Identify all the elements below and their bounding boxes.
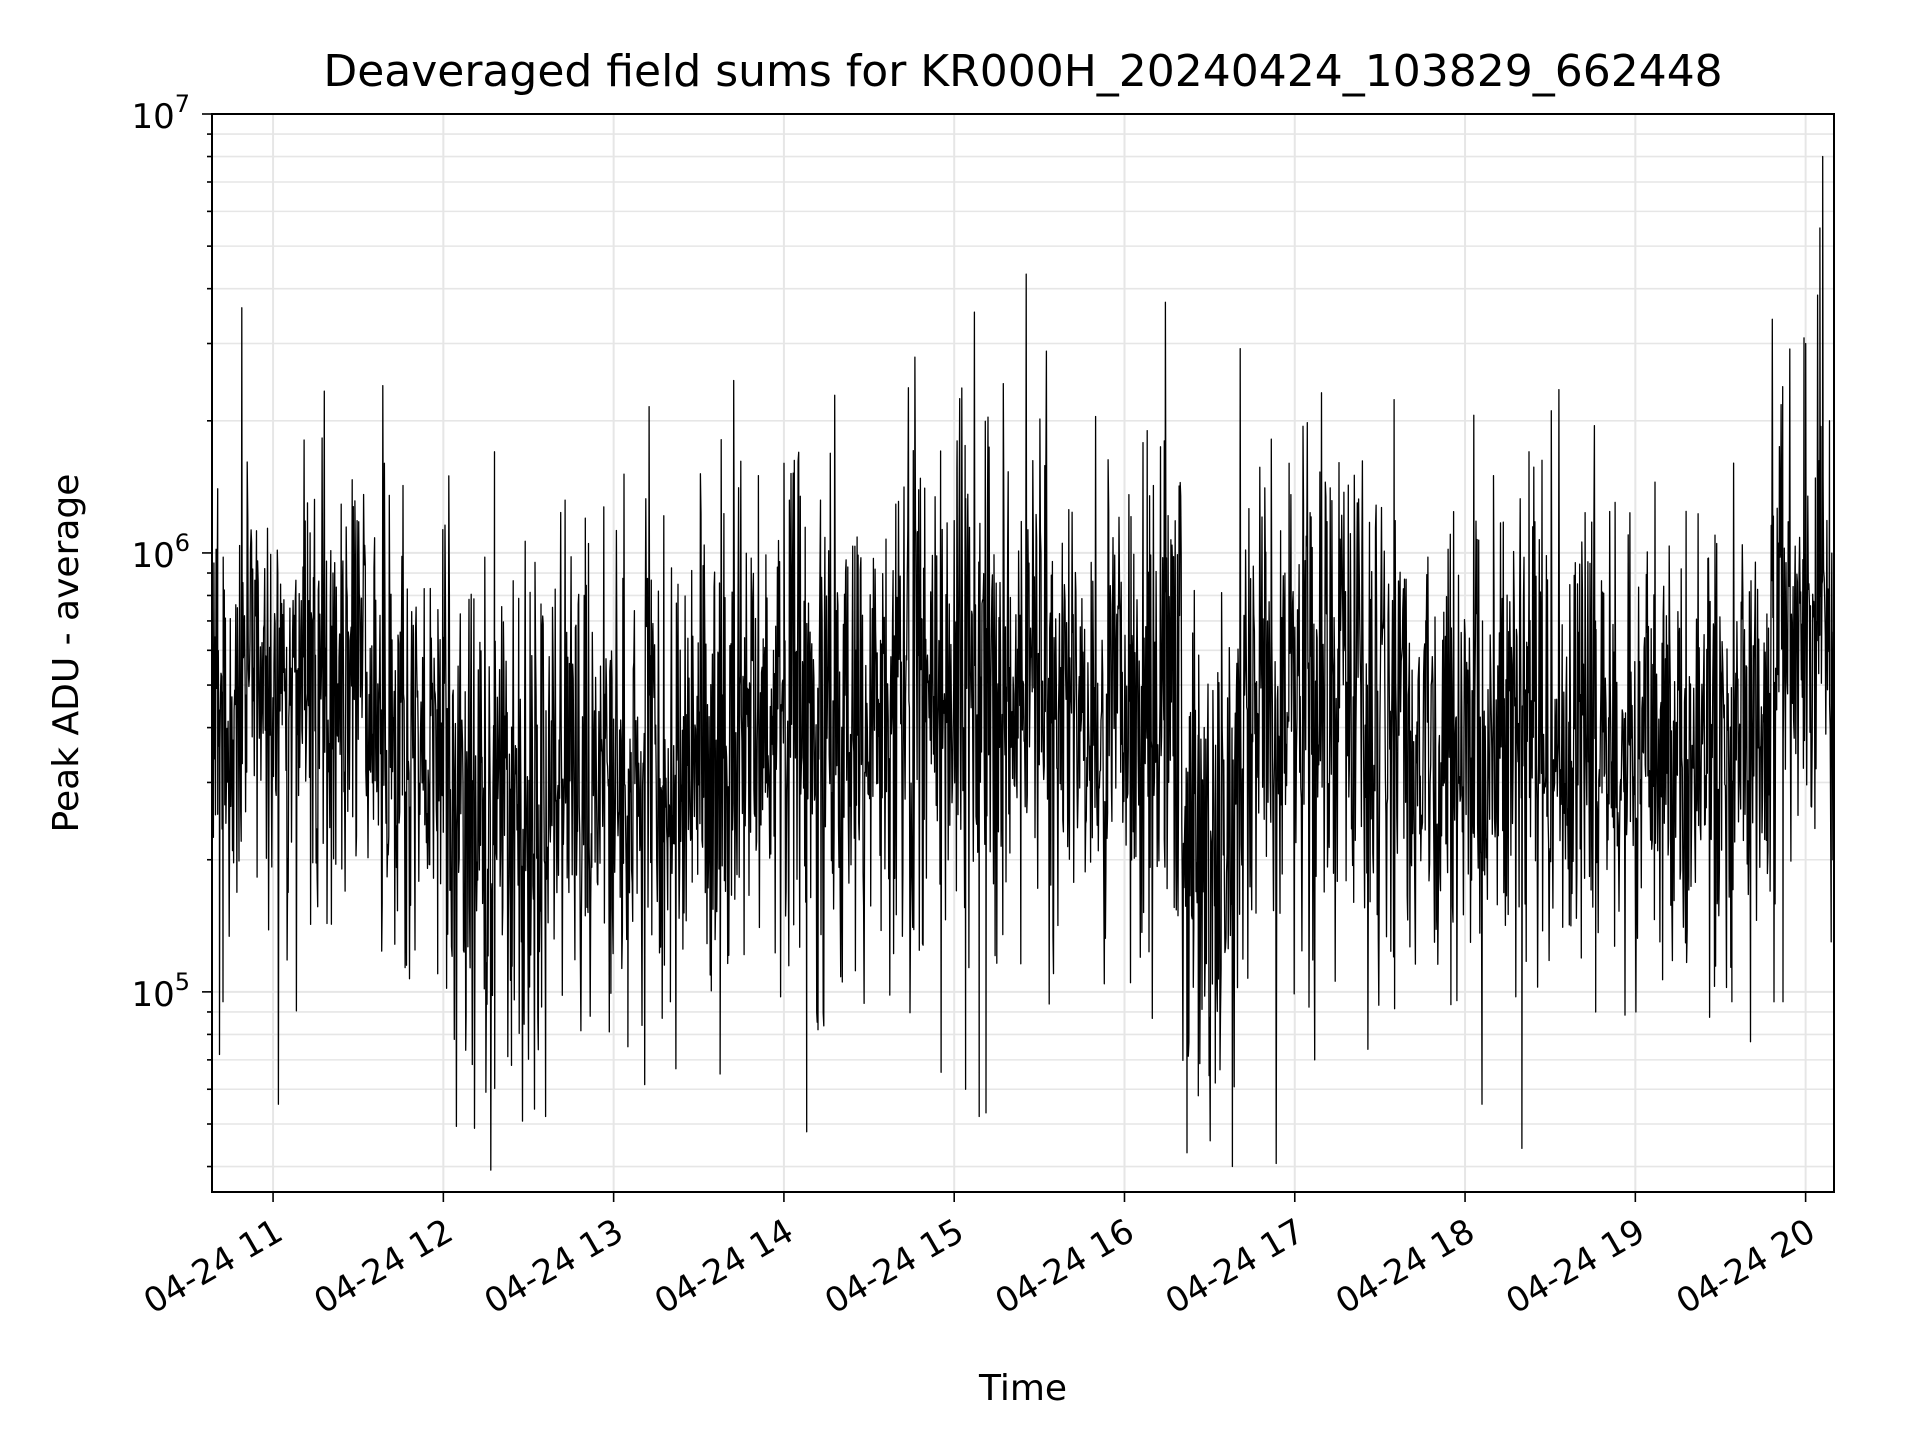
y-tick-exponent: 7 [175,90,190,118]
x-axis-label: Time [978,1368,1067,1409]
y-tick-exponent: 5 [175,968,190,996]
y-tick-label: 105 [131,968,190,1015]
y-tick-base: 10 [131,536,174,576]
y-axis-label: Peak ADU - average [46,474,87,833]
series-line [211,155,1835,1171]
chart-title: Deaveraged field sums for KR000H_2024042… [323,46,1722,97]
y-tick-label: 106 [131,529,190,576]
y-tick-label: 107 [131,90,190,137]
y-tick-exponent: 6 [175,529,190,557]
data-layer [211,155,1835,1171]
y-tick-base: 10 [131,975,174,1015]
plot-frame [211,113,1835,1193]
y-tick-base: 10 [131,97,174,137]
